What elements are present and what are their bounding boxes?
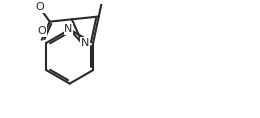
Text: N: N [81, 38, 89, 48]
Text: O: O [35, 2, 44, 12]
Text: O: O [37, 26, 46, 36]
Text: N: N [64, 24, 73, 34]
